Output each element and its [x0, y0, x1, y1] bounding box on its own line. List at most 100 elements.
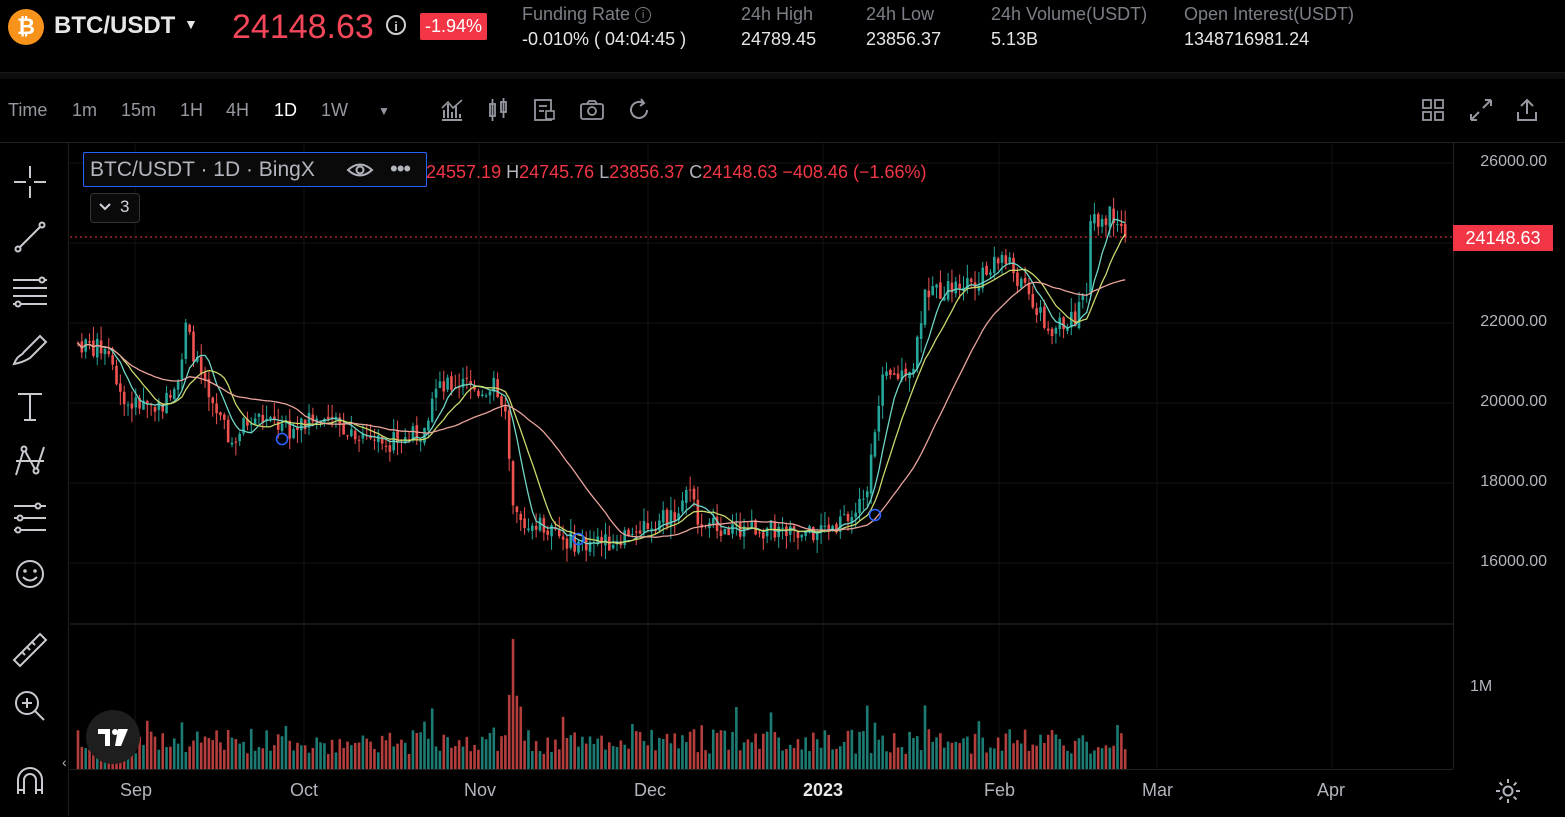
share-icon[interactable] [1513, 96, 1541, 124]
time-button[interactable]: Time [8, 100, 48, 120]
crosshair-icon[interactable] [10, 162, 50, 202]
candle-body [550, 525, 553, 537]
candle-body [692, 488, 696, 500]
candle-body [1031, 294, 1035, 308]
volume-bar [565, 738, 569, 769]
candle-body [688, 489, 692, 491]
layout-icon[interactable] [1419, 96, 1447, 124]
chevron-down-icon[interactable]: ▼ [184, 16, 198, 32]
volume-bar [211, 740, 215, 769]
interval-1h[interactable]: 1H [180, 100, 204, 120]
indicator-collapse-button[interactable] [90, 193, 140, 223]
interval-dropdown-icon[interactable]: ▼ [378, 104, 390, 118]
candle-body [1050, 328, 1054, 337]
candle-type-icon[interactable] [484, 96, 512, 124]
volume-bar [507, 694, 511, 769]
volume-bar [207, 738, 211, 769]
candle-body [130, 403, 134, 409]
volume-bar [769, 712, 773, 769]
candle-body [126, 404, 130, 406]
ruler-icon[interactable] [10, 630, 50, 670]
candle-body [650, 528, 653, 530]
candle-body [665, 509, 669, 527]
trendline-icon[interactable] [10, 217, 50, 257]
price-chart[interactable] [70, 143, 1453, 769]
time-axis[interactable] [70, 769, 1453, 817]
volume-bar [273, 745, 276, 769]
volume-bar [996, 737, 1000, 769]
candle-body [881, 374, 884, 406]
eye-icon[interactable] [346, 159, 374, 181]
fullscreen-icon[interactable] [1467, 96, 1495, 124]
volume-bar [461, 746, 465, 769]
volume-bar [608, 742, 611, 769]
candle-body [153, 407, 157, 412]
more-options-icon[interactable]: ••• [390, 156, 411, 181]
candle-body [869, 454, 873, 494]
brush-icon[interactable] [10, 330, 50, 370]
candle-body [1081, 295, 1085, 301]
volume-bar [584, 743, 588, 769]
magnet-icon[interactable] [10, 764, 50, 804]
volume-bar [261, 748, 265, 769]
candle-body [577, 541, 580, 553]
pair-selector[interactable]: BTC/USDT [54, 12, 176, 39]
indicators-icon[interactable] [438, 96, 466, 124]
volume-bar [1112, 745, 1115, 769]
volume-bar [234, 739, 238, 769]
candle-body [1023, 277, 1027, 283]
volume-bar [935, 737, 938, 769]
candle-body [361, 433, 365, 439]
volume-bar [373, 748, 376, 769]
volume-bar [754, 733, 757, 769]
text-icon[interactable] [10, 386, 50, 426]
chart-area[interactable] [70, 143, 1453, 769]
pattern-icon[interactable] [10, 441, 50, 481]
candle-body [119, 383, 122, 392]
candle-body [419, 440, 422, 442]
volume-bar [615, 747, 619, 769]
interval-1d[interactable]: 1D [274, 100, 298, 120]
fib-icon[interactable] [10, 272, 50, 312]
refresh-icon[interactable] [625, 96, 653, 124]
volume-bar [942, 747, 946, 769]
funding-info-icon[interactable]: i [635, 7, 652, 24]
template-icon[interactable] [530, 96, 558, 124]
volume-bar [415, 732, 419, 769]
info-icon[interactable]: i [386, 15, 406, 35]
candle-body [604, 534, 607, 546]
volume-bar [723, 730, 727, 769]
candle-body [839, 516, 842, 532]
interval-1m[interactable]: 1m [72, 100, 98, 120]
volume-bar [777, 737, 780, 769]
screenshot-icon[interactable] [578, 96, 606, 124]
volume-bar [858, 731, 861, 769]
scroll-left-icon[interactable]: ‹ [62, 754, 67, 770]
emoji-icon[interactable] [10, 554, 50, 594]
price-axis[interactable] [1453, 143, 1565, 769]
volume-bar [384, 740, 388, 769]
settings-gear-icon[interactable] [1494, 777, 1522, 805]
volume-bar [1004, 733, 1008, 769]
interval-1w[interactable]: 1W [321, 100, 348, 120]
interval-4h[interactable]: 4H [226, 100, 250, 120]
candle-body [1043, 306, 1046, 328]
volume-bar [438, 750, 442, 769]
volume-bar [611, 746, 615, 769]
candle-body [203, 372, 207, 381]
volume-bar [738, 750, 742, 769]
time-label: Feb [984, 780, 1016, 800]
candle-body [942, 297, 946, 301]
prediction-icon[interactable] [10, 498, 50, 538]
candle-body [765, 528, 769, 537]
volume-bar [912, 738, 915, 769]
candle-body [927, 290, 931, 298]
volume-bar [831, 749, 834, 769]
candle-body [273, 416, 276, 421]
volume-bar [950, 742, 954, 769]
candle-body [723, 528, 727, 535]
interval-15m[interactable]: 15m [121, 100, 157, 120]
symbol-legend[interactable] [83, 152, 427, 187]
zoom-in-icon[interactable] [10, 686, 50, 726]
volume-bar [773, 731, 777, 769]
